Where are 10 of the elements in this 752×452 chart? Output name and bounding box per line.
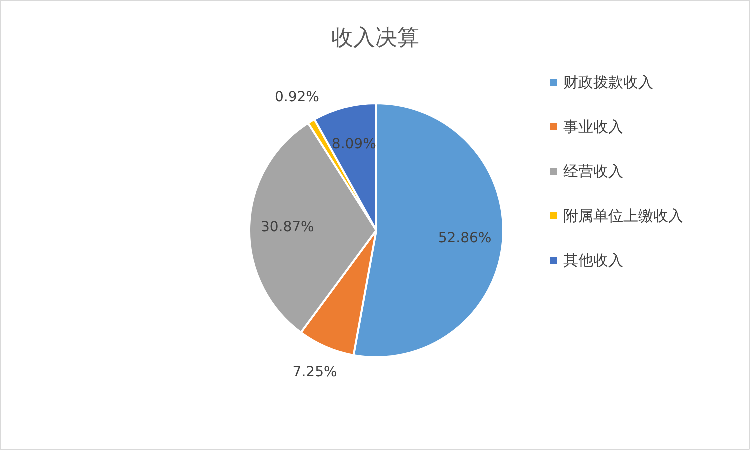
data-label: 0.92% — [274, 89, 320, 106]
data-label: 7.25% — [292, 364, 338, 381]
data-label: 52.86% — [438, 230, 492, 246]
legend-label: 财政拨款收入 — [564, 74, 654, 92]
legend-label: 事业收入 — [564, 118, 624, 136]
legend-label: 附属单位上缴收入 — [564, 207, 684, 225]
legend-label: 其他收入 — [564, 252, 624, 270]
data-label: 30.87% — [260, 219, 314, 236]
chart-title: 收入决算 — [332, 26, 420, 51]
legend-label: 经营收入 — [564, 162, 624, 180]
